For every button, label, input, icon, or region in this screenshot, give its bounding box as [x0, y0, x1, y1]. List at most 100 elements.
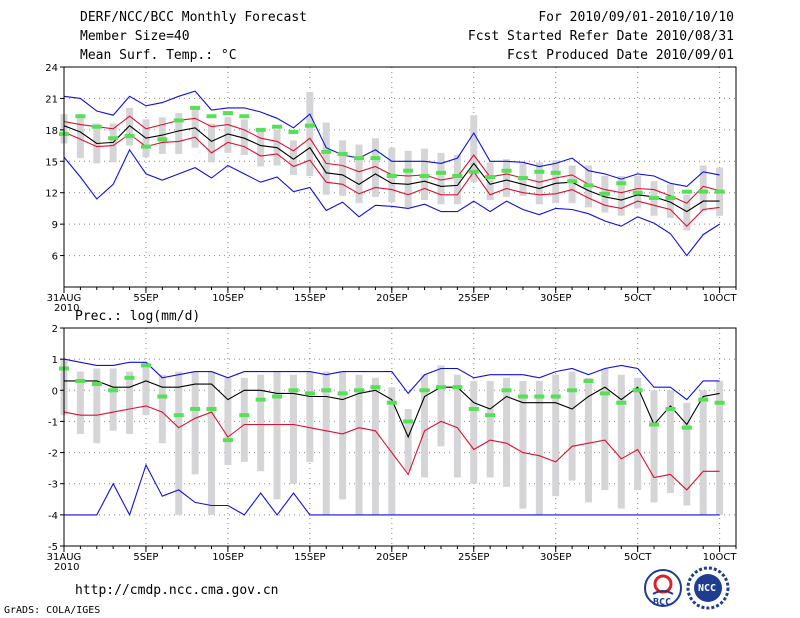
prec-xtick-label: 15SEP: [294, 552, 325, 563]
prec-spread-box: [191, 371, 199, 475]
prec-observed-marker: [517, 394, 528, 399]
prec-spread-box: [584, 377, 592, 503]
prec-spread-box: [371, 377, 379, 515]
temp-observed-marker: [599, 191, 610, 196]
temp-observed-marker: [386, 173, 397, 178]
temp-spread-box: [257, 129, 265, 167]
prec-observed-marker: [501, 388, 512, 393]
temp-spread-box: [437, 152, 445, 205]
prec-spread_low-line: [63, 405, 720, 491]
prec-observed-marker: [485, 413, 496, 418]
prec-xtick-label: 20SEP: [376, 552, 407, 563]
temp-spread-box: [552, 160, 560, 204]
temp-spread-box: [568, 165, 576, 204]
prec-observed-marker: [140, 363, 151, 368]
member-size-label: Member Size=40: [80, 29, 190, 44]
temp-max-line: [63, 90, 720, 187]
prec-spread-box: [76, 371, 84, 434]
grads-credit: GrADS: COLA/IGES: [4, 605, 101, 616]
prec-observed-marker: [157, 394, 168, 399]
temp-observed-marker: [468, 169, 479, 174]
prec-spread-box: [289, 374, 297, 484]
prec-observed-marker: [91, 382, 102, 387]
temp-spread-box: [322, 122, 330, 195]
temp-observed-marker: [452, 173, 463, 178]
prec-observed-marker: [255, 397, 266, 402]
prec-ytick-label: 1: [52, 355, 58, 366]
temp-spread-box: [683, 194, 691, 231]
temp-observed-marker: [272, 124, 283, 129]
prec-observed-marker: [649, 422, 660, 427]
prec-observed-marker: [403, 419, 414, 424]
prec-observed-marker: [354, 388, 365, 393]
prec-observed-marker: [222, 438, 233, 443]
temp-spread-box: [617, 175, 625, 216]
prec-spread-box: [666, 390, 674, 494]
prec-ytick-label: -1: [48, 417, 58, 428]
temp-observed-marker: [288, 129, 299, 134]
temp-spread-box: [470, 115, 478, 183]
temp-spread-box: [208, 123, 216, 163]
prec-observed-marker: [567, 388, 578, 393]
temp-ytick-label: 15: [45, 157, 58, 168]
temp-observed-marker: [501, 168, 512, 173]
temp-xtick-label: 5OCT: [624, 293, 652, 304]
prec-observed-marker: [108, 388, 119, 393]
temp-observed-marker: [403, 168, 414, 173]
prec-spread-box: [552, 374, 560, 497]
prec-spread-box: [716, 380, 724, 515]
prec-spread-box: [421, 374, 429, 478]
temp-observed-marker: [681, 189, 692, 194]
temp-observed-marker: [206, 114, 217, 119]
temp-ytick-label: 6: [52, 252, 58, 263]
temp-observed-marker: [124, 134, 135, 139]
prec-observed-marker: [190, 406, 201, 411]
temp-min-line: [63, 148, 720, 257]
temp-spread-box: [289, 140, 297, 175]
temp-spread-box: [306, 92, 314, 176]
temp-mean-line: [63, 124, 720, 213]
prec-spread-box: [175, 371, 183, 515]
prec-ytick-label: -5: [48, 542, 58, 553]
prec-spread-box: [470, 380, 478, 484]
prec-spread-box: [568, 371, 576, 481]
prec-observed-marker: [534, 394, 545, 399]
temp-spread-box: [453, 155, 461, 205]
temp-frame: [63, 66, 737, 288]
prec-spread-box: [208, 371, 216, 515]
prec-spread-box: [503, 377, 511, 487]
prec-observed-marker: [435, 385, 446, 390]
temp-observed-marker: [550, 170, 561, 175]
temp-xtick-label: 20SEP: [376, 293, 407, 304]
prec-spread-box: [322, 371, 330, 515]
prec-observed-marker: [681, 425, 692, 430]
prec-spread-box: [158, 374, 166, 444]
temp-observed-marker: [649, 195, 660, 200]
prec-observed-marker: [206, 406, 217, 411]
temp-xtick-label: 31AUG: [47, 293, 82, 304]
temp-spread-box: [535, 162, 543, 205]
prec-observed-marker: [698, 397, 709, 402]
temp-observed-marker: [255, 127, 266, 132]
temp-xtick-label: 25SEP: [458, 293, 489, 304]
temp-observed-marker: [583, 183, 594, 188]
source-url[interactable]: http://cmdp.ncc.cma.gov.cn: [75, 583, 279, 598]
variable-label: Mean Surf. Temp.: °C: [80, 48, 237, 63]
temp-spread-box: [224, 117, 232, 153]
prec-observed-marker: [272, 394, 283, 399]
ncc-logo-text: NCC: [698, 583, 717, 594]
prec-spread-box: [306, 371, 314, 462]
prec-observed-marker: [632, 388, 643, 393]
temp-ytick-label: 9: [52, 220, 58, 231]
temp-ytick-label: 24: [45, 63, 58, 74]
prec-observed-marker: [75, 378, 86, 383]
temp-spread-box: [699, 165, 707, 212]
prec-spread-box: [224, 377, 232, 466]
temp-spread-box: [666, 184, 674, 218]
forecast-period-label: For 2010/09/01-2010/10/10: [538, 10, 734, 25]
temp-observed-marker: [75, 114, 86, 119]
temp-observed-marker: [419, 173, 430, 178]
prec-spread-box: [404, 408, 412, 472]
temp-observed-marker: [534, 169, 545, 174]
temp-ytick-label: 18: [45, 126, 58, 137]
